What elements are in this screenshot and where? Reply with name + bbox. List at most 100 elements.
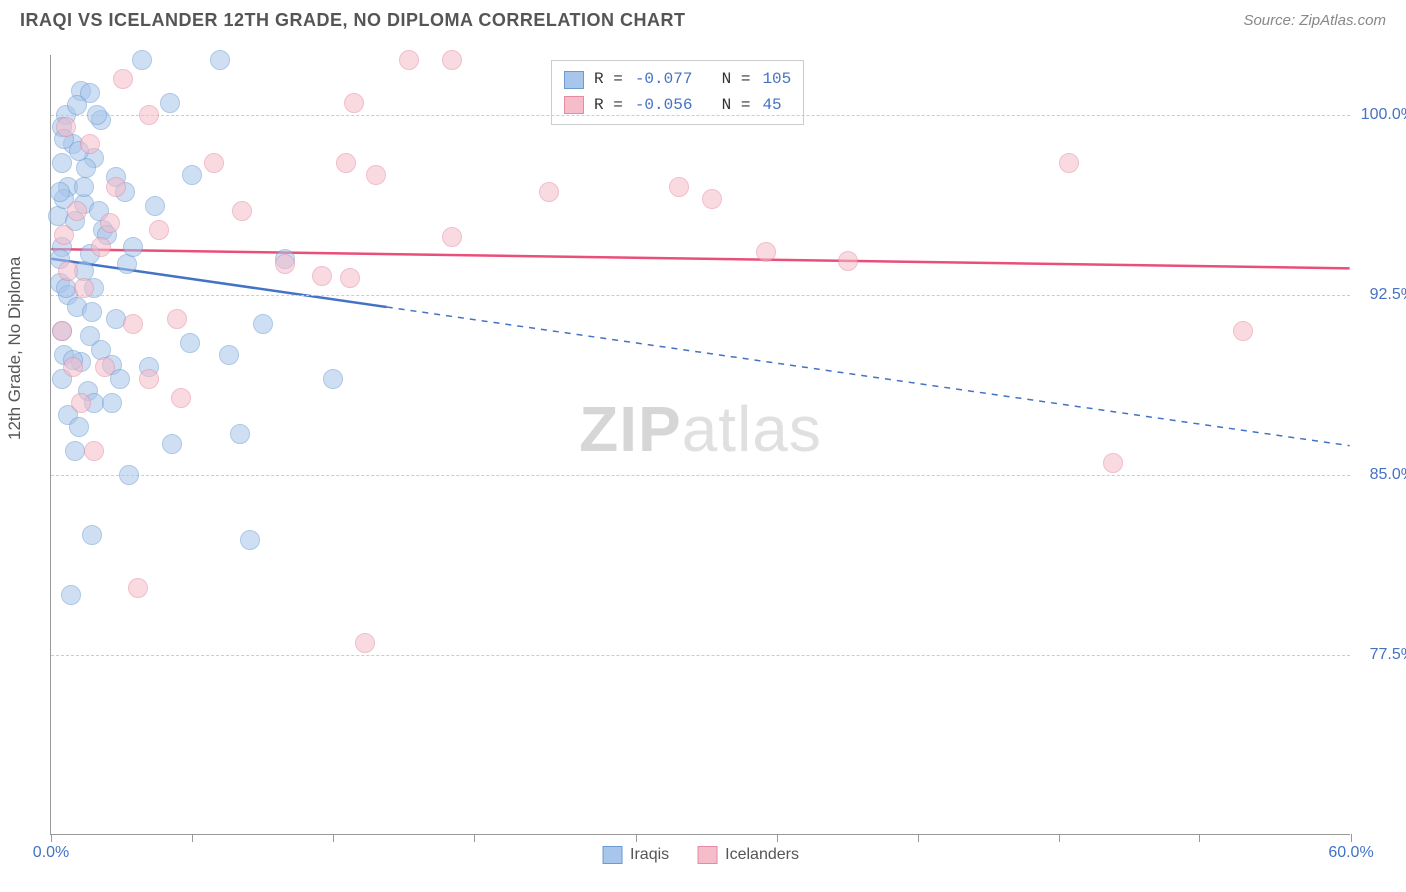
- data-point: [52, 321, 72, 341]
- data-point: [58, 261, 78, 281]
- y-axis-label: 12th Grade, No Diploma: [5, 257, 25, 440]
- data-point: [1103, 453, 1123, 473]
- data-point: [355, 633, 375, 653]
- data-point: [123, 237, 143, 257]
- gridline: [51, 655, 1350, 656]
- chart-title: IRAQI VS ICELANDER 12TH GRADE, NO DIPLOM…: [20, 10, 686, 31]
- data-point: [106, 177, 126, 197]
- data-point: [84, 441, 104, 461]
- y-tick-label: 77.5%: [1370, 646, 1406, 664]
- x-tick: [1059, 834, 1060, 842]
- legend-swatch: [564, 96, 584, 114]
- data-point: [442, 227, 462, 247]
- data-point: [63, 357, 83, 377]
- legend-swatch: [602, 846, 622, 864]
- data-point: [139, 105, 159, 125]
- data-point: [756, 242, 776, 262]
- y-tick-label: 92.5%: [1370, 286, 1406, 304]
- data-point: [253, 314, 273, 334]
- y-tick-label: 100.0%: [1361, 106, 1406, 124]
- legend-item: Icelanders: [697, 846, 799, 864]
- data-point: [442, 50, 462, 70]
- chart-plot-area: ZIPatlas R =-0.077 N = 105R =-0.056 N = …: [50, 55, 1350, 835]
- data-point: [80, 134, 100, 154]
- data-point: [323, 369, 343, 389]
- data-point: [67, 201, 87, 221]
- x-tick: [474, 834, 475, 842]
- data-point: [87, 105, 107, 125]
- data-point: [275, 254, 295, 274]
- x-tick: [636, 834, 637, 842]
- data-point: [399, 50, 419, 70]
- data-point: [180, 333, 200, 353]
- data-point: [54, 225, 74, 245]
- data-point: [167, 309, 187, 329]
- data-point: [74, 278, 94, 298]
- data-point: [139, 369, 159, 389]
- x-tick: [51, 834, 52, 842]
- x-tick: [777, 834, 778, 842]
- data-point: [74, 177, 94, 197]
- x-tick: [918, 834, 919, 842]
- data-point: [56, 117, 76, 137]
- watermark: ZIPatlas: [579, 392, 822, 466]
- data-point: [52, 153, 72, 173]
- data-point: [171, 388, 191, 408]
- gridline: [51, 115, 1350, 116]
- trend-lines: [51, 55, 1350, 834]
- data-point: [123, 314, 143, 334]
- data-point: [67, 95, 87, 115]
- x-tick: [1199, 834, 1200, 842]
- x-tick: [1351, 834, 1352, 842]
- data-point: [82, 302, 102, 322]
- data-point: [128, 578, 148, 598]
- legend-swatch: [564, 71, 584, 89]
- gridline: [51, 295, 1350, 296]
- data-point: [61, 585, 81, 605]
- data-point: [69, 417, 89, 437]
- data-point: [336, 153, 356, 173]
- data-point: [1233, 321, 1253, 341]
- data-point: [340, 268, 360, 288]
- data-point: [182, 165, 202, 185]
- data-point: [65, 441, 85, 461]
- data-point: [91, 237, 111, 257]
- data-point: [344, 93, 364, 113]
- x-tick: [192, 834, 193, 842]
- data-point: [50, 182, 70, 202]
- data-point: [160, 93, 180, 113]
- legend-label: Iraqis: [630, 846, 669, 864]
- data-point: [669, 177, 689, 197]
- data-point: [95, 357, 115, 377]
- data-point: [204, 153, 224, 173]
- data-point: [366, 165, 386, 185]
- data-point: [132, 50, 152, 70]
- data-point: [312, 266, 332, 286]
- x-tick: [333, 834, 334, 842]
- legend-item: Iraqis: [602, 846, 669, 864]
- data-point: [240, 530, 260, 550]
- data-point: [230, 424, 250, 444]
- data-point: [539, 182, 559, 202]
- data-point: [145, 196, 165, 216]
- data-point: [113, 69, 133, 89]
- data-point: [162, 434, 182, 454]
- data-point: [838, 251, 858, 271]
- x-tick-label: 0.0%: [33, 844, 69, 862]
- legend-swatch: [697, 846, 717, 864]
- data-point: [1059, 153, 1079, 173]
- data-point: [232, 201, 252, 221]
- data-point: [100, 213, 120, 233]
- data-point: [82, 525, 102, 545]
- legend-label: Icelanders: [725, 846, 799, 864]
- data-point: [210, 50, 230, 70]
- data-point: [102, 393, 122, 413]
- data-point: [149, 220, 169, 240]
- x-tick-label: 60.0%: [1328, 844, 1373, 862]
- data-point: [71, 393, 91, 413]
- data-point: [219, 345, 239, 365]
- source-attribution: Source: ZipAtlas.com: [1243, 12, 1386, 29]
- data-point: [119, 465, 139, 485]
- gridline: [51, 475, 1350, 476]
- stats-row: R =-0.077 N = 105: [564, 67, 791, 93]
